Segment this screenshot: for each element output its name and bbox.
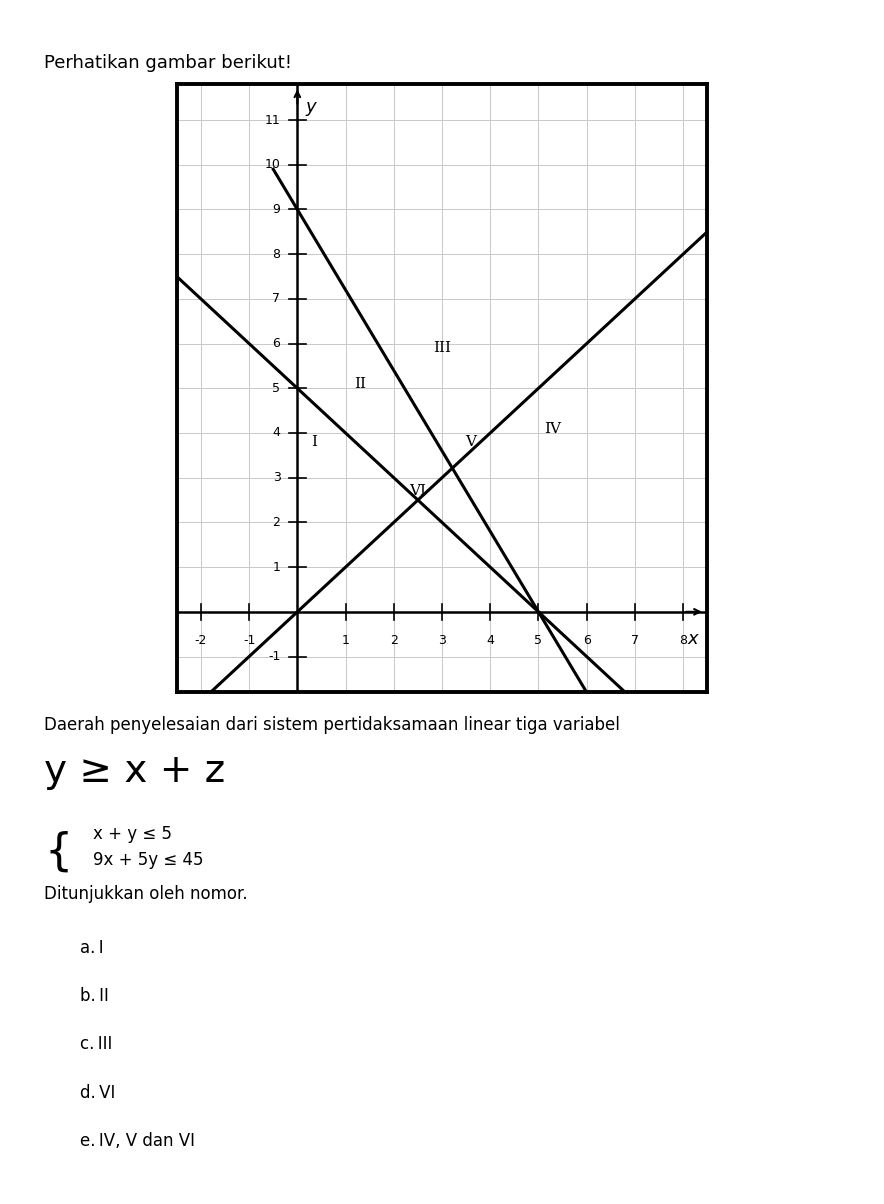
Text: 2: 2 <box>390 635 398 648</box>
Text: 6: 6 <box>272 337 280 350</box>
Text: -1: -1 <box>268 650 280 663</box>
Text: 9: 9 <box>272 203 280 216</box>
Text: y ≥ x + z: y ≥ x + z <box>44 752 225 791</box>
Text: 4: 4 <box>272 426 280 439</box>
Text: {: { <box>44 831 72 874</box>
Text: VI: VI <box>409 484 426 498</box>
Text: 10: 10 <box>264 158 280 171</box>
Text: I: I <box>311 435 317 449</box>
Text: Daerah penyelesaian dari sistem pertidaksamaan linear tiga variabel: Daerah penyelesaian dari sistem pertidak… <box>44 716 620 734</box>
Text: 3: 3 <box>438 635 446 648</box>
Text: x: x <box>688 630 698 648</box>
Text: IV: IV <box>545 421 561 436</box>
Text: 8: 8 <box>272 248 280 261</box>
Text: e. IV, V dan VI: e. IV, V dan VI <box>80 1132 194 1150</box>
Text: 7: 7 <box>631 635 639 648</box>
Text: 5: 5 <box>535 635 543 648</box>
Text: 1: 1 <box>341 635 349 648</box>
Text: 9x + 5y ≤ 45: 9x + 5y ≤ 45 <box>93 851 203 869</box>
Text: b. II: b. II <box>80 987 109 1005</box>
Text: 8: 8 <box>679 635 687 648</box>
Text: 4: 4 <box>486 635 494 648</box>
Text: y: y <box>306 98 316 116</box>
Text: Ditunjukkan oleh nomor.: Ditunjukkan oleh nomor. <box>44 885 248 903</box>
Text: 2: 2 <box>272 515 280 529</box>
Text: d. VI: d. VI <box>80 1084 115 1102</box>
Text: a. I: a. I <box>80 939 103 957</box>
Text: III: III <box>433 341 451 355</box>
Text: -2: -2 <box>194 635 207 648</box>
Text: II: II <box>354 377 366 391</box>
Text: -1: -1 <box>243 635 255 648</box>
Text: 5: 5 <box>272 382 280 395</box>
Text: c. III: c. III <box>80 1035 112 1054</box>
Text: 7: 7 <box>272 293 280 306</box>
Text: 6: 6 <box>583 635 591 648</box>
Text: Perhatikan gambar berikut!: Perhatikan gambar berikut! <box>44 54 293 72</box>
Text: 11: 11 <box>264 113 280 126</box>
Text: 3: 3 <box>272 471 280 484</box>
Text: V: V <box>466 435 476 449</box>
Text: x + y ≤ 5: x + y ≤ 5 <box>93 825 171 843</box>
Text: 1: 1 <box>272 561 280 573</box>
